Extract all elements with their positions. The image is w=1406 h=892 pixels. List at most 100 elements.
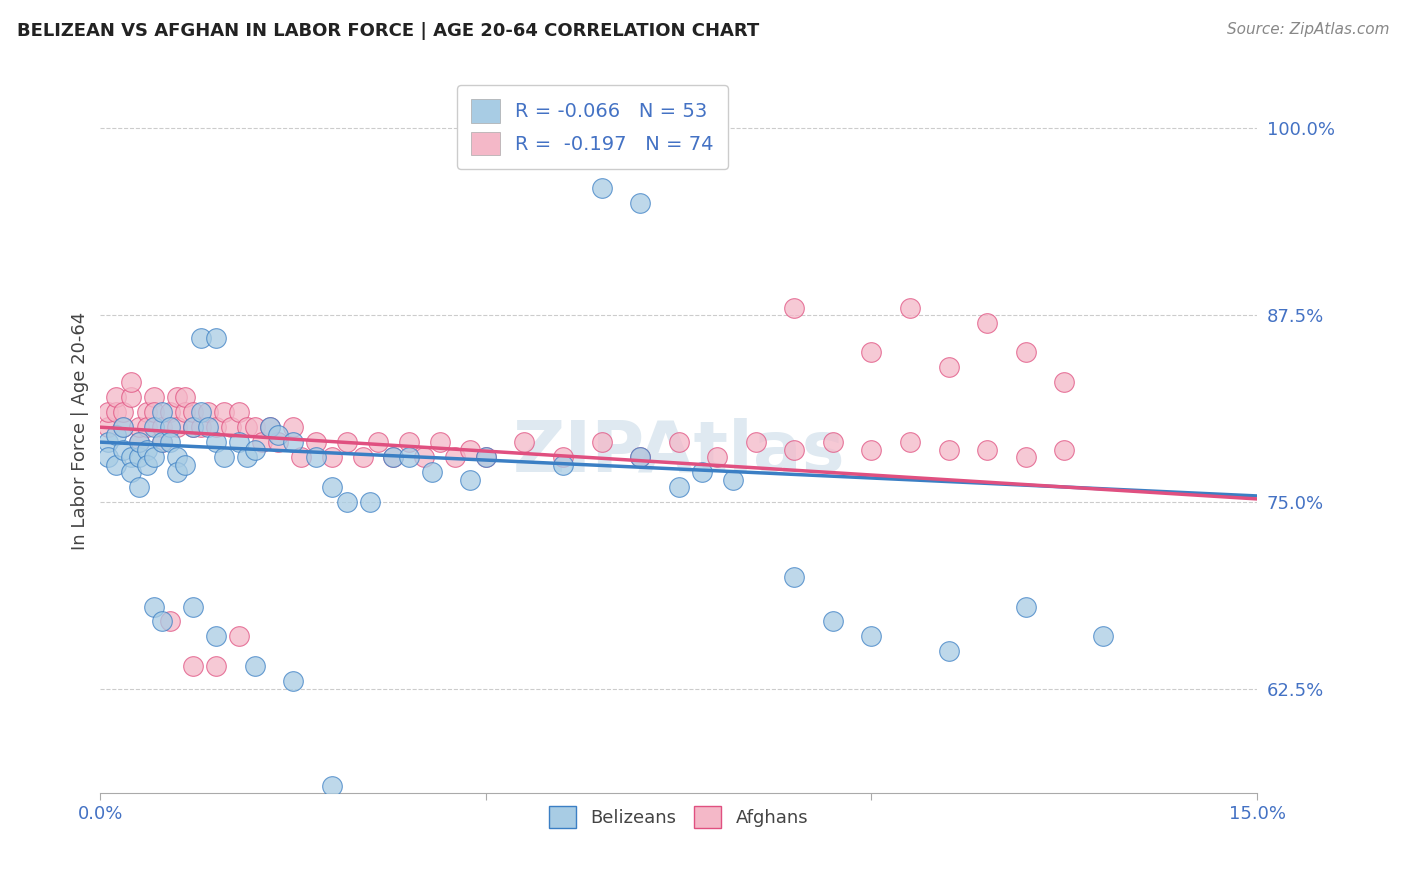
Point <box>128 420 150 434</box>
Point <box>783 569 806 583</box>
Point <box>305 435 328 450</box>
Point <box>898 435 921 450</box>
Point <box>475 450 498 464</box>
Point <box>460 442 482 457</box>
Point <box>150 405 173 419</box>
Point <box>150 420 173 434</box>
Legend: Belizeans, Afghans: Belizeans, Afghans <box>541 798 815 835</box>
Point <box>205 659 228 673</box>
Point <box>112 420 135 434</box>
Point <box>321 779 343 793</box>
Point <box>243 420 266 434</box>
Point <box>97 435 120 450</box>
Point <box>135 442 157 457</box>
Point <box>112 405 135 419</box>
Point <box>860 345 883 359</box>
Point <box>159 435 181 450</box>
Point <box>367 435 389 450</box>
Point <box>166 420 188 434</box>
Point <box>212 450 235 464</box>
Point <box>197 420 219 434</box>
Point <box>112 420 135 434</box>
Point <box>104 458 127 472</box>
Point <box>135 420 157 434</box>
Point <box>821 615 844 629</box>
Point <box>513 435 536 450</box>
Point <box>135 458 157 472</box>
Point <box>475 450 498 464</box>
Point <box>159 420 181 434</box>
Point <box>128 435 150 450</box>
Point <box>205 420 228 434</box>
Point <box>228 629 250 643</box>
Point <box>321 450 343 464</box>
Point <box>382 450 405 464</box>
Point <box>721 473 744 487</box>
Point <box>181 420 204 434</box>
Point <box>976 316 998 330</box>
Point <box>398 450 420 464</box>
Point <box>174 458 197 472</box>
Point <box>281 674 304 689</box>
Point <box>181 599 204 614</box>
Point <box>120 390 142 404</box>
Point <box>1015 345 1038 359</box>
Point <box>938 442 960 457</box>
Point <box>382 450 405 464</box>
Y-axis label: In Labor Force | Age 20-64: In Labor Force | Age 20-64 <box>72 312 89 550</box>
Point <box>336 495 359 509</box>
Point <box>97 420 120 434</box>
Point <box>690 465 713 479</box>
Point <box>120 376 142 390</box>
Text: BELIZEAN VS AFGHAN IN LABOR FORCE | AGE 20-64 CORRELATION CHART: BELIZEAN VS AFGHAN IN LABOR FORCE | AGE … <box>17 22 759 40</box>
Point <box>212 405 235 419</box>
Point <box>97 450 120 464</box>
Point <box>938 360 960 375</box>
Point <box>259 420 281 434</box>
Point <box>128 450 150 464</box>
Point <box>104 405 127 419</box>
Point <box>104 390 127 404</box>
Point <box>166 450 188 464</box>
Point <box>128 435 150 450</box>
Point <box>143 390 166 404</box>
Point <box>359 495 381 509</box>
Point <box>976 442 998 457</box>
Point <box>228 405 250 419</box>
Point <box>143 450 166 464</box>
Point <box>190 405 212 419</box>
Point <box>1053 376 1076 390</box>
Point <box>135 405 157 419</box>
Point <box>444 450 467 464</box>
Point <box>181 420 204 434</box>
Point <box>860 442 883 457</box>
Point <box>745 435 768 450</box>
Point <box>1015 599 1038 614</box>
Point <box>143 599 166 614</box>
Point <box>591 181 613 195</box>
Point <box>197 405 219 419</box>
Point <box>821 435 844 450</box>
Point <box>243 442 266 457</box>
Point <box>128 480 150 494</box>
Point <box>143 420 166 434</box>
Point <box>398 435 420 450</box>
Point <box>668 435 690 450</box>
Point <box>243 659 266 673</box>
Point <box>143 405 166 419</box>
Point <box>628 196 651 211</box>
Point <box>228 435 250 450</box>
Point <box>668 480 690 494</box>
Point <box>591 435 613 450</box>
Point <box>898 301 921 315</box>
Point <box>236 420 259 434</box>
Point <box>252 435 274 450</box>
Point <box>190 330 212 344</box>
Point <box>352 450 374 464</box>
Point <box>413 450 436 464</box>
Point <box>174 405 197 419</box>
Point <box>860 629 883 643</box>
Point <box>1015 450 1038 464</box>
Point <box>429 435 451 450</box>
Point <box>150 615 173 629</box>
